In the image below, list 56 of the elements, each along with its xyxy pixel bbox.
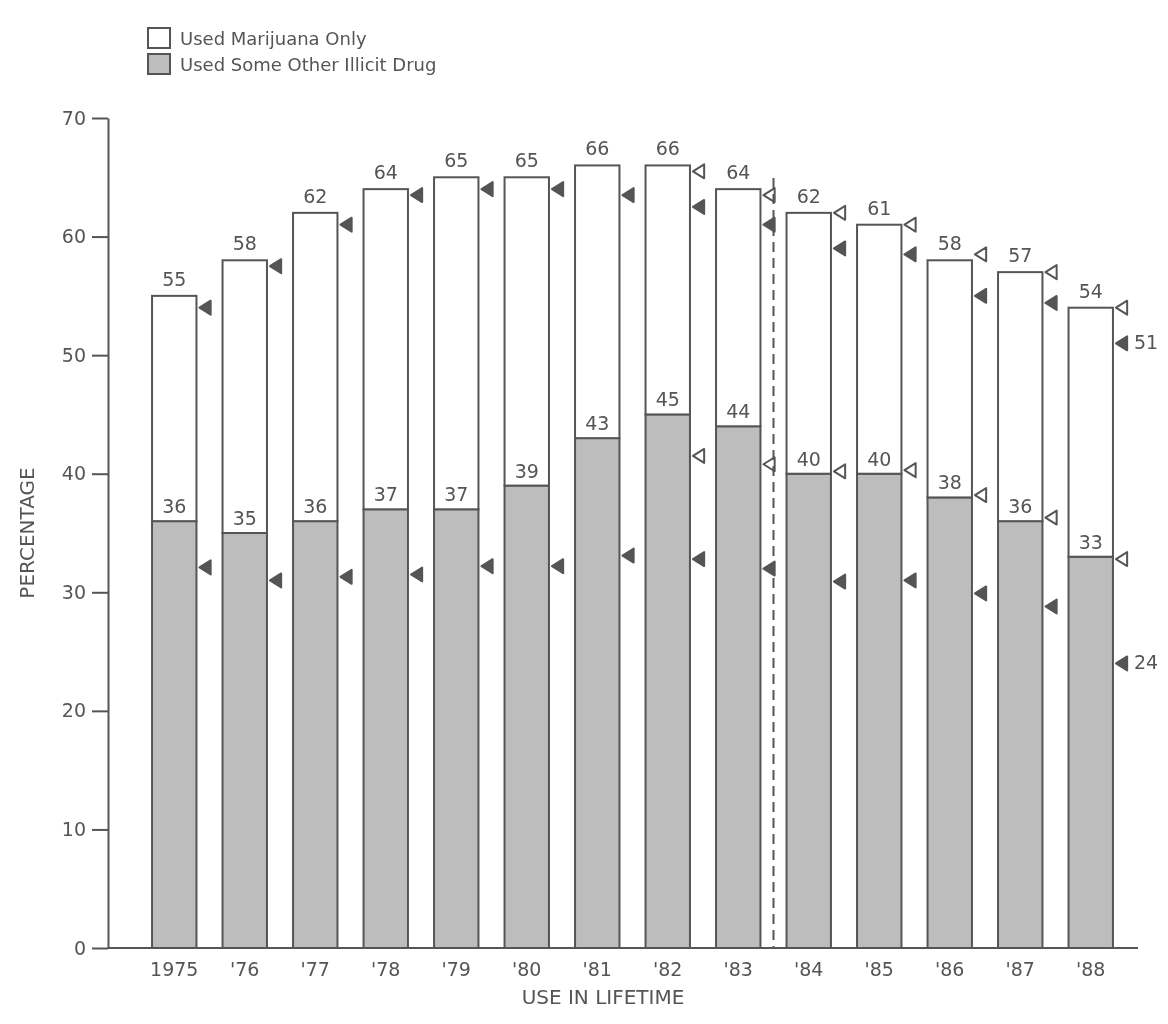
data-label: 38 [937,471,962,494]
total-label: 62 [796,184,821,207]
x-tick-label: '79 [441,958,471,980]
total-label: 58 [232,232,257,255]
legend-label: Used Some Other Illicit Drug [180,54,437,75]
total-label: 64 [726,161,751,184]
data-label: 40 [796,447,821,470]
y-tick-label: 50 [61,343,86,366]
data-label: 33 [1078,530,1103,553]
x-tick-label: '76 [230,958,260,980]
y-tick-label: 0 [73,936,86,959]
data-label: 24 [1133,651,1159,674]
total-label: 65 [514,149,539,172]
y-tick-label: 20 [61,699,86,722]
total-label: 66 [585,137,610,160]
y-tick-label: 70 [61,106,86,129]
total-label: 62 [303,184,328,207]
total-label: 61 [867,196,892,219]
data-label: 39 [514,459,539,482]
x-tick-label: '88 [1076,958,1106,980]
data-label: 36 [162,495,187,518]
y-tick-label: 40 [61,462,86,485]
data-label: 37 [373,483,398,506]
data-label: 45 [655,388,680,411]
legend-label: Used Marijuana Only [180,28,367,49]
y-tick-label: 10 [61,818,86,841]
y-tick-label: 60 [61,225,86,248]
data-label: 35 [232,507,257,529]
x-tick-label: '81 [582,958,612,980]
y-axis-title: PERCENTAGE [15,467,39,599]
data-label: 43 [585,412,610,435]
x-tick-label: '85 [864,958,894,980]
x-tick-label: '80 [512,958,542,980]
data-label: 36 [303,495,328,518]
x-tick-label: 1975 [150,958,199,980]
total-label: 64 [373,161,398,184]
total-label: 54 [1078,279,1103,302]
x-tick-label: '84 [794,958,824,980]
data-label: 51 [1133,331,1159,354]
data-label: 44 [726,400,751,423]
data-label: 37 [444,483,469,506]
total-label: 55 [162,267,187,290]
y-tick-label: 30 [61,580,86,603]
x-tick-label: '86 [935,958,965,980]
total-label: 65 [444,149,469,172]
data-label: 40 [867,447,892,470]
total-label: 57 [1008,244,1033,267]
total-label: 66 [655,137,680,160]
x-axis-title: USE IN LIFETIME [521,985,685,1009]
total-label: 58 [937,232,962,255]
data-label: 36 [1008,495,1033,518]
x-tick-label: '87 [1005,958,1035,980]
x-tick-label: '82 [653,958,683,980]
x-tick-label: '78 [371,958,401,980]
x-tick-label: '83 [723,958,753,980]
x-tick-label: '77 [300,958,330,980]
